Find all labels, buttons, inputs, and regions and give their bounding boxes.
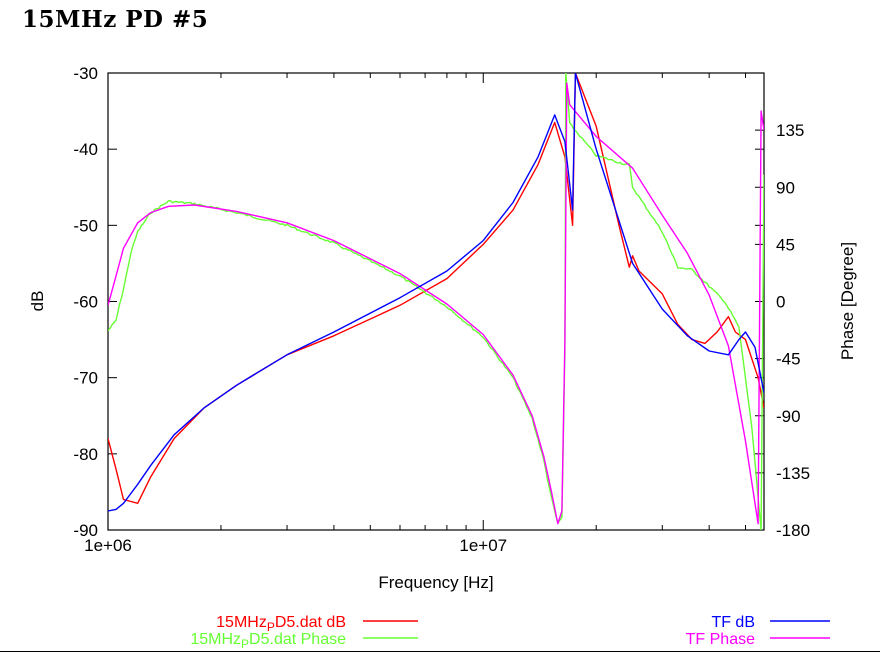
y-right-tick-label: 0	[776, 293, 785, 312]
y-right-tick-label: 90	[776, 178, 795, 197]
y-axis-right-title: Phase [Degree]	[838, 242, 857, 360]
y-left-tick-label: -30	[73, 64, 98, 83]
x-tick-label: 1e+06	[84, 536, 132, 555]
legend-label: 15MHzPD5.dat dB	[216, 614, 346, 634]
y-left-tick-label: -50	[73, 216, 98, 235]
y-left-tick-label: -90	[73, 521, 98, 540]
y-right-tick-label: -135	[776, 464, 810, 483]
series-line-0	[108, 73, 764, 504]
x-tick-label: 1e+07	[459, 536, 507, 555]
y-right-tick-label: -45	[776, 350, 801, 369]
series-line-1	[108, 73, 764, 530]
legend-label: 15MHzPD5.dat Phase	[190, 631, 346, 651]
y-axis-left-title: dB	[28, 291, 47, 312]
legend-label: TF dB	[711, 614, 755, 631]
x-axis-title: Frequency [Hz]	[378, 573, 493, 592]
y-right-tick-label: 45	[776, 235, 795, 254]
y-left-tick-label: -80	[73, 445, 98, 464]
y-right-tick-label: -90	[776, 407, 801, 426]
y-left-tick-label: -70	[73, 369, 98, 388]
legend-label: TF Phase	[686, 631, 755, 648]
series-line-2	[108, 73, 764, 512]
bottom-rule	[0, 651, 880, 652]
page-title: 15MHz PD #5	[22, 6, 209, 33]
y-left-tick-label: -40	[73, 140, 98, 159]
y-right-tick-label: 135	[776, 121, 804, 140]
y-right-tick-label: -180	[776, 521, 810, 540]
y-left-tick-label: -60	[73, 293, 98, 312]
series-line-3	[108, 82, 764, 525]
